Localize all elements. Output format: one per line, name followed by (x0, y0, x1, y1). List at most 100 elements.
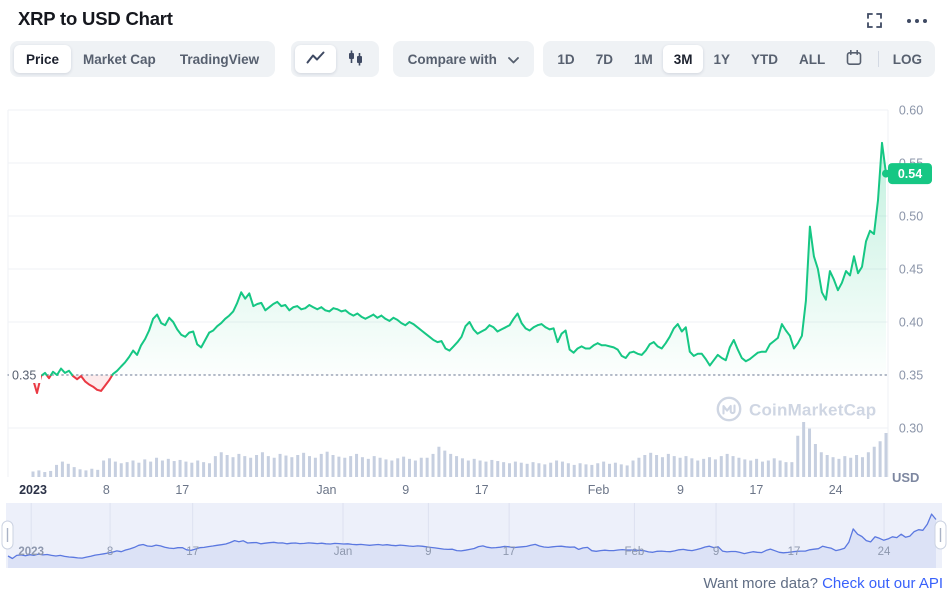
volume-bar (878, 441, 882, 477)
compare-with-button[interactable]: Compare with (392, 41, 534, 77)
navigator-label: 17 (503, 546, 516, 558)
navigator-left-handle[interactable] (1, 520, 14, 550)
volume-bar (413, 460, 417, 477)
volume-bar (290, 457, 294, 477)
volume-bar (613, 462, 617, 477)
volume-bar (172, 461, 176, 477)
volume-bar (708, 457, 712, 477)
tab-market-cap[interactable]: Market Cap (71, 45, 168, 73)
volume-bar (166, 458, 170, 477)
volume-bar (31, 471, 35, 477)
volume-bar (149, 461, 153, 477)
tab-price[interactable]: Price (14, 45, 72, 73)
watermark-logo-icon (716, 396, 742, 422)
candlestick-chart-button[interactable] (336, 45, 375, 73)
baseline-label: 0.35 (12, 369, 36, 383)
volume-bar (855, 455, 859, 477)
page-title: XRP to USD Chart (18, 8, 173, 29)
volume-bar (272, 457, 276, 477)
x-axis-label: 2023 (19, 483, 47, 497)
x-axis-label: 9 (402, 483, 409, 497)
volume-bar (349, 456, 353, 477)
volume-bar (331, 455, 335, 477)
area-above-baseline (33, 142, 886, 375)
header: XRP to USD Chart (0, 0, 948, 30)
x-axis-label: Jan (316, 483, 336, 497)
volume-bar (802, 422, 806, 477)
volume-bar (243, 456, 247, 477)
volume-bar (843, 456, 847, 477)
volume-bar (107, 458, 111, 477)
volume-bar (584, 464, 588, 477)
navigator[interactable]: 2023 8 17 Jan 9 17 Feb 9 17 24 (1, 503, 947, 568)
navigator-label: 9 (713, 546, 719, 558)
volume-bar (313, 457, 317, 477)
volume-bar (860, 457, 864, 477)
volume-bar (90, 468, 94, 477)
volume-bar (378, 457, 382, 477)
navigator-right-handle[interactable] (934, 520, 947, 550)
log-scale-button[interactable]: LOG (884, 45, 931, 73)
volume-bar (72, 467, 76, 477)
volume-bar (455, 456, 459, 477)
volume-bar (625, 465, 629, 477)
price-chart[interactable]: CoinMarketCap0.600.550.500.450.400.350.3… (0, 95, 948, 575)
volume-bar (678, 457, 682, 477)
range-3m[interactable]: 3M (663, 45, 703, 73)
volume-bar (819, 452, 823, 477)
tab-tradingview[interactable]: TradingView (168, 45, 271, 73)
calendar-icon-button[interactable] (836, 45, 873, 73)
volume-bar (772, 458, 776, 477)
volume-bar (490, 459, 494, 477)
line-chart-icon (306, 51, 325, 67)
range-all[interactable]: ALL (789, 45, 836, 73)
api-link[interactable]: Check out our API (822, 575, 943, 590)
volume-bar (113, 461, 117, 477)
coinmarketcap-watermark: CoinMarketCap (716, 396, 876, 422)
volume-bar (343, 457, 347, 477)
volume-bar (637, 457, 641, 477)
volume-bar (460, 458, 464, 477)
range-1y[interactable]: 1Y (703, 45, 741, 73)
volume-bar (749, 460, 753, 477)
more-options-icon[interactable] (906, 18, 928, 24)
volume-bar (725, 453, 729, 477)
x-axis-label: 9 (677, 483, 684, 497)
range-1m[interactable]: 1M (623, 45, 663, 73)
volume-bar (37, 470, 41, 477)
volume-bar (119, 463, 123, 477)
volume-bar (608, 463, 612, 477)
volume-bar (784, 462, 788, 477)
volume-bar (790, 462, 794, 477)
volume-bar (849, 457, 853, 477)
gridlines (7, 109, 889, 477)
range-switcher: 1D 7D 1M 3M 1Y YTD ALL LOG (542, 41, 935, 77)
volume-bar (360, 457, 364, 477)
range-7d[interactable]: 7D (585, 45, 623, 73)
line-chart-button[interactable] (295, 45, 337, 73)
footer-prompt: Want more data? (703, 575, 818, 590)
volume-bar (384, 459, 388, 477)
volume-bar (396, 458, 400, 477)
x-axis-label: 17 (175, 483, 189, 497)
volume-bar (619, 464, 623, 477)
volume-bar (766, 460, 770, 477)
navigator-label: Feb (624, 546, 644, 558)
volume-bar (390, 460, 394, 477)
volume-bar (596, 463, 600, 477)
volume-bar (137, 462, 141, 477)
volume-bar (825, 455, 829, 477)
volume-bar (478, 460, 482, 477)
range-ytd[interactable]: YTD (741, 45, 789, 73)
range-1d[interactable]: 1D (547, 45, 585, 73)
volume-bar (231, 457, 235, 477)
x-axis-labels: 2023 8 17 Jan 9 17 Feb 9 17 24 USD (19, 470, 919, 497)
volume-bar (178, 459, 182, 477)
volume-bar (472, 458, 476, 477)
volume-bar (284, 455, 288, 477)
volume-bar (43, 472, 47, 477)
volume-bar (207, 463, 211, 477)
fullscreen-icon[interactable] (867, 13, 882, 28)
volume-bar (425, 457, 429, 477)
volume-bar (366, 458, 370, 477)
